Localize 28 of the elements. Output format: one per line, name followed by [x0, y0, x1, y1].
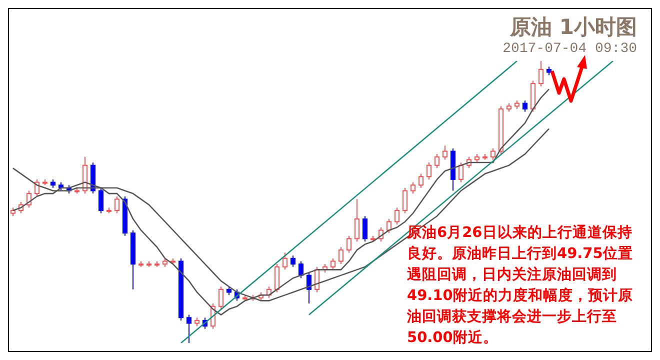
candlestick: [282, 252, 288, 270]
candlestick: [522, 100, 528, 112]
candlestick: [426, 162, 432, 180]
candlestick: [354, 198, 360, 242]
candlestick: [186, 314, 192, 343]
candlestick: [114, 196, 120, 214]
candlestick: [418, 173, 424, 188]
candlestick: [274, 264, 280, 293]
candlestick: [290, 255, 296, 268]
candlestick: [362, 216, 368, 242]
candlestick: [538, 61, 544, 87]
candlestick: [410, 182, 416, 194]
candlestick: [298, 260, 304, 279]
candlestick: [346, 235, 352, 254]
candlestick: [338, 246, 344, 265]
chart-subtitle: 2017-07-04 09:30: [502, 41, 637, 57]
candlestick: [458, 162, 464, 183]
candlestick: [490, 148, 496, 160]
chart-title: 原油 1小时图: [508, 14, 637, 41]
candlestick: [98, 187, 104, 214]
candlestick: [218, 286, 224, 310]
candlestick: [442, 145, 448, 160]
candlestick: [394, 207, 400, 226]
candlestick: [330, 258, 336, 270]
candlestick: [402, 187, 408, 214]
candlestick: [434, 154, 440, 169]
candlestick: [306, 272, 312, 304]
candlestick: [386, 218, 392, 234]
